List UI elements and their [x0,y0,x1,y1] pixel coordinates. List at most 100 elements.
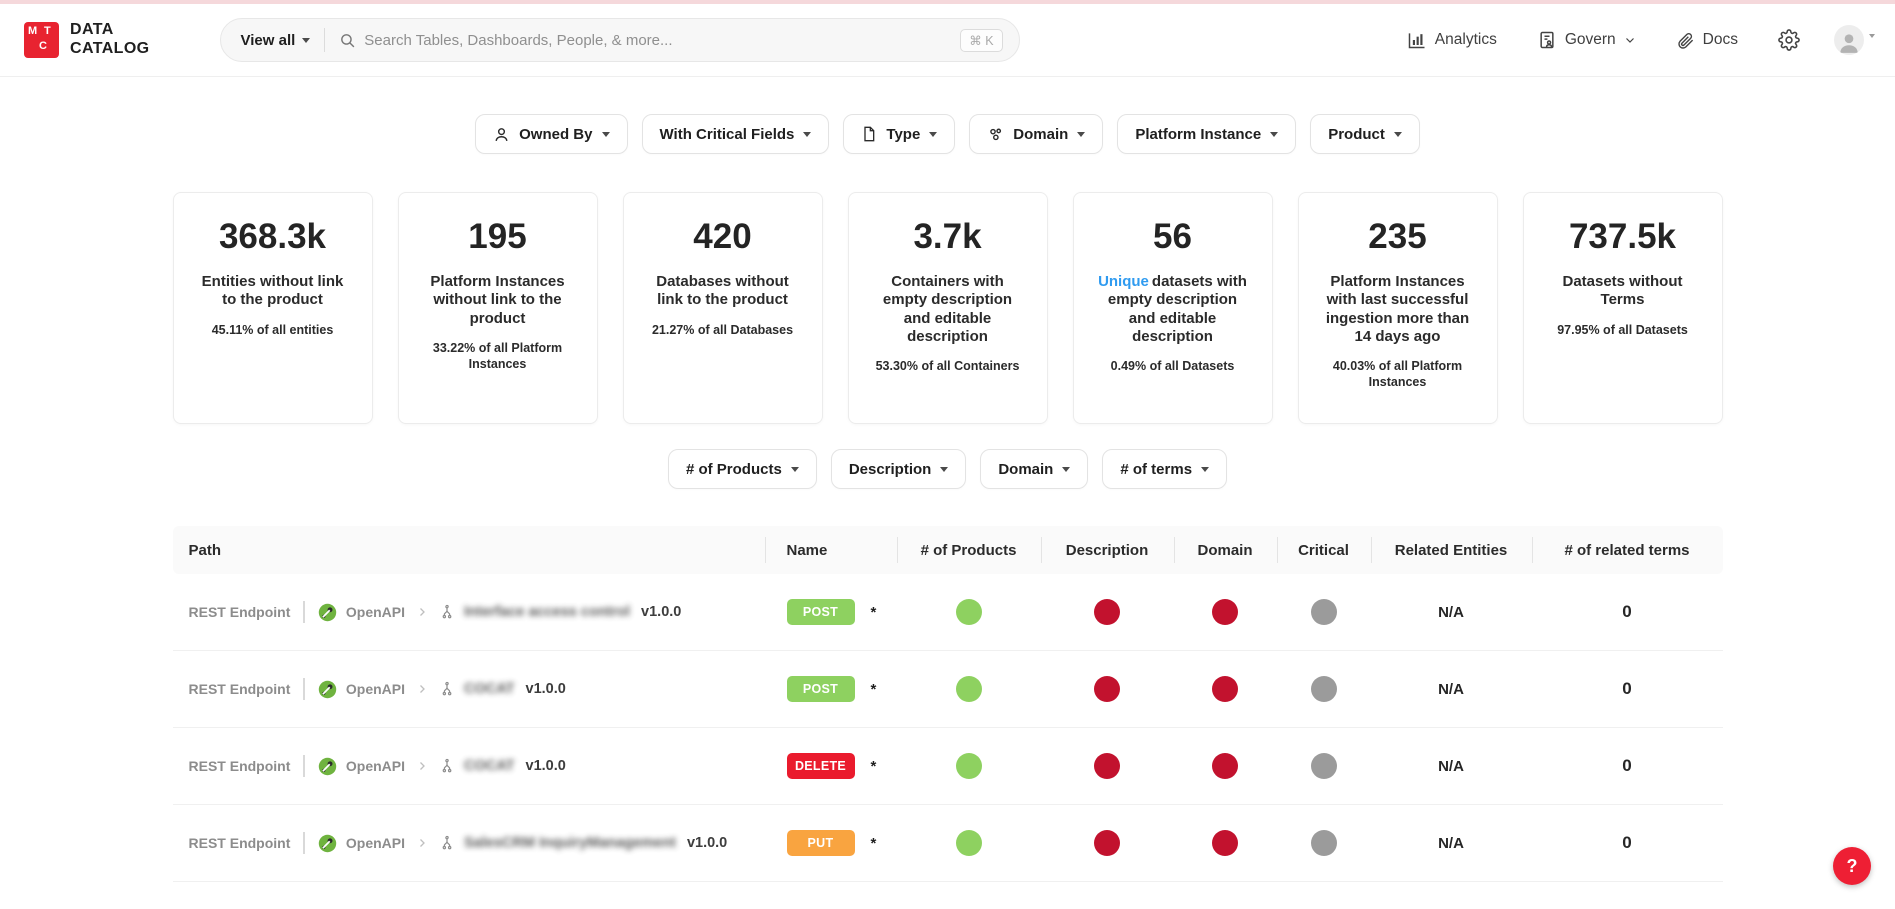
name-cell: DELETE * [765,753,897,779]
table-row[interactable]: REST Endpoint OpenAPI SalesCRM InquiryMa… [172,805,1723,882]
filter-num-terms[interactable]: # of terms [1102,449,1228,489]
search-divider [324,28,326,52]
domain-cell [1174,599,1277,625]
endpoint-name: * [870,603,877,621]
filter-domain-secondary[interactable]: Domain [980,449,1089,489]
num-products-cell [897,676,1041,702]
column-header-related-entities: Related Entities [1370,526,1532,574]
platform-label[interactable]: OpenAPI [345,835,406,851]
num-products-cell [897,753,1041,779]
endpoint-name: * [870,834,877,852]
paperclip-icon [1677,32,1693,49]
stat-title: Platform Instances with last successful … [1313,273,1483,346]
stat-card-containers-empty-description: 3.7k Containers with empty description a… [847,192,1048,424]
openapi-logo-icon [318,680,337,698]
entity-type-label: REST Endpoint [188,835,291,851]
stat-card-datasets-without-terms: 737.5k Datasets without Terms 97.95% of … [1522,192,1723,424]
stat-subtitle: 33.22% of all Platform Instances [432,340,563,372]
column-header-path: Path [188,541,222,559]
platform-label[interactable]: OpenAPI [345,604,406,620]
platform-label[interactable]: OpenAPI [345,681,406,697]
nav-analytics-label: Analytics [1434,31,1497,48]
stat-value: 737.5k [1568,217,1677,256]
nav-govern[interactable]: Govern [1537,30,1636,50]
brand-title-line2: CATALOG [70,40,150,57]
filter-description[interactable]: Description [830,449,967,489]
status-dot [1094,676,1120,702]
status-dot [955,753,982,779]
column-header-critical: Critical [1276,526,1371,574]
filter-domain[interactable]: Domain [969,114,1104,154]
stat-value: 420 [693,217,752,256]
chevron-right-icon [416,683,428,695]
name-cell: PUT * [765,830,897,856]
status-dot [1212,599,1238,625]
caret-down-icon [1201,466,1210,472]
table-row[interactable]: REST Endpoint OpenAPI COCAT v1.0.0 POST … [172,651,1723,728]
openapi-logo-icon [318,834,337,852]
caret-down-icon [790,466,799,472]
status-dot [1094,599,1120,625]
related-terms-cell: 0 [1622,679,1632,698]
column-header-description: Description [1040,526,1174,574]
column-header-num-products: # of Products [896,526,1041,574]
chevron-right-icon [416,760,428,772]
filter-with-critical-fields[interactable]: With Critical Fields [641,114,830,154]
chevron-right-icon [416,606,428,618]
filter-platform-instance[interactable]: Platform Instance [1117,114,1297,154]
nav-docs[interactable]: Docs [1676,31,1738,50]
search-input[interactable] [364,31,961,49]
table-row[interactable]: REST Endpoint OpenAPI COCAT v1.0.0 DELET… [172,728,1723,805]
num-products-cell [897,830,1041,856]
file-icon [864,126,875,142]
person-icon [495,127,508,141]
user-menu[interactable] [1834,25,1875,55]
brand-title-line1: DATA [70,21,114,39]
related-entities-cell: N/A [1438,680,1464,698]
stat-subtitle: 45.11% of all entities [211,322,334,337]
column-header-domain: Domain [1173,526,1277,574]
stat-title-text: Platform Instances with last successful … [1325,273,1470,345]
filter-type[interactable]: Type [843,114,956,154]
entity-version: v1.0.0 [686,835,728,851]
entity-type-label: REST Endpoint [188,604,291,620]
stat-subtitle: 97.95% of all Datasets [1557,322,1688,337]
entity-name-redacted[interactable]: COCAT [464,681,515,697]
path-divider [303,678,305,700]
description-cell [1041,753,1174,779]
logo-mark-icon: M T C [24,22,59,58]
filter-num-terms-label: # of terms [1120,460,1193,478]
status-dot [1310,753,1337,779]
domain-cell [1174,676,1277,702]
filter-with-critical-fields-label: With Critical Fields [659,125,795,143]
unique-datasets-link[interactable]: Unique [1098,273,1149,290]
entity-version: v1.0.0 [525,681,566,697]
search-icon [339,32,356,49]
caret-down-icon [1270,131,1279,137]
help-button[interactable]: ? [1833,847,1871,885]
top-navigation-bar: M T C DATA CATALOG View all ⌘ K Analytic… [0,4,1895,77]
caret-down-icon [302,37,311,43]
entity-name-redacted[interactable]: COCAT [464,758,515,774]
nav-govern-label: Govern [1564,31,1616,48]
filter-owned-by[interactable]: Owned By [475,114,628,154]
column-header-name: Name [764,526,897,574]
entity-name-redacted[interactable]: SalesCRM InquiryManagement [464,835,676,851]
filter-domain-secondary-label: Domain [998,460,1054,478]
entity-name-redacted[interactable]: Interface access control [464,604,631,620]
table-row[interactable]: REST Endpoint OpenAPI Interface access c… [172,574,1723,651]
stat-value: 3.7k [913,217,982,256]
critical-cell [1277,753,1371,779]
app-logo[interactable]: M T C DATA CATALOG [24,21,150,59]
description-cell [1041,676,1174,702]
entity-type-label: REST Endpoint [188,758,291,774]
http-method-badge: DELETE [786,753,855,779]
path-divider [303,755,305,777]
view-all-dropdown[interactable]: View all [241,32,311,49]
http-method-badge: PUT [786,830,855,856]
nav-analytics[interactable]: Analytics [1407,30,1497,50]
settings-gear-icon[interactable] [1778,29,1800,51]
platform-label[interactable]: OpenAPI [345,758,406,774]
filter-product[interactable]: Product [1310,114,1420,154]
filter-num-products[interactable]: # of Products [667,449,817,489]
